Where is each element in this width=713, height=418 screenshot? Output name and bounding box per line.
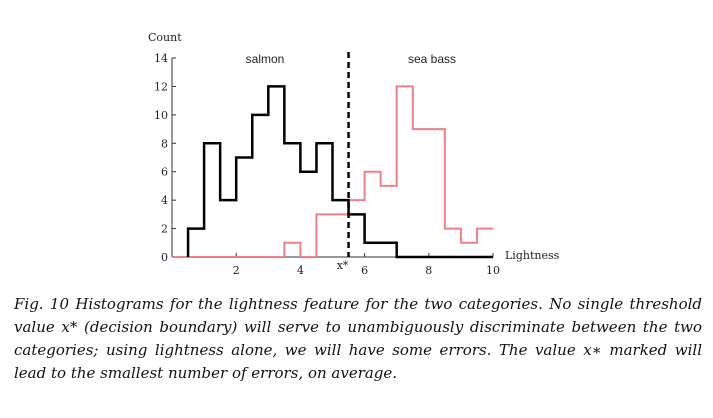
x-tick-label: 10	[486, 264, 500, 277]
x-tick-label: 8	[425, 264, 432, 277]
y-tick-label: 2	[161, 223, 168, 236]
series-sea-bass-steps	[172, 85, 493, 258]
series-label-sea-bass: sea bass	[408, 52, 456, 66]
x-tick-label: 4	[297, 264, 304, 277]
x-tick-label: 6	[361, 264, 368, 277]
histogram-chart: 0 2 4 6 8 10 12 14 2 4 6 8 10 Count Lightness salmon sea…	[148, 31, 560, 277]
y-tick-label: 14	[154, 52, 168, 65]
y-tick-label: 0	[161, 251, 168, 264]
y-tick-label: 12	[154, 80, 168, 93]
y-tick-label: 4	[161, 194, 168, 207]
x-axis-title: Lightness	[505, 249, 560, 262]
y-tick-label: 10	[154, 109, 168, 122]
series-label-salmon: salmon	[246, 52, 285, 66]
figure-caption: Fig. 10 Histograms for the lightness fea…	[14, 295, 702, 382]
y-tick-label: 8	[161, 137, 168, 150]
x-tick-label: 2	[233, 264, 240, 277]
threshold-label: x*	[337, 259, 349, 272]
series-salmon-steps	[186, 85, 493, 259]
y-axis-title: Count	[148, 31, 182, 44]
y-tick-label: 6	[161, 166, 168, 179]
